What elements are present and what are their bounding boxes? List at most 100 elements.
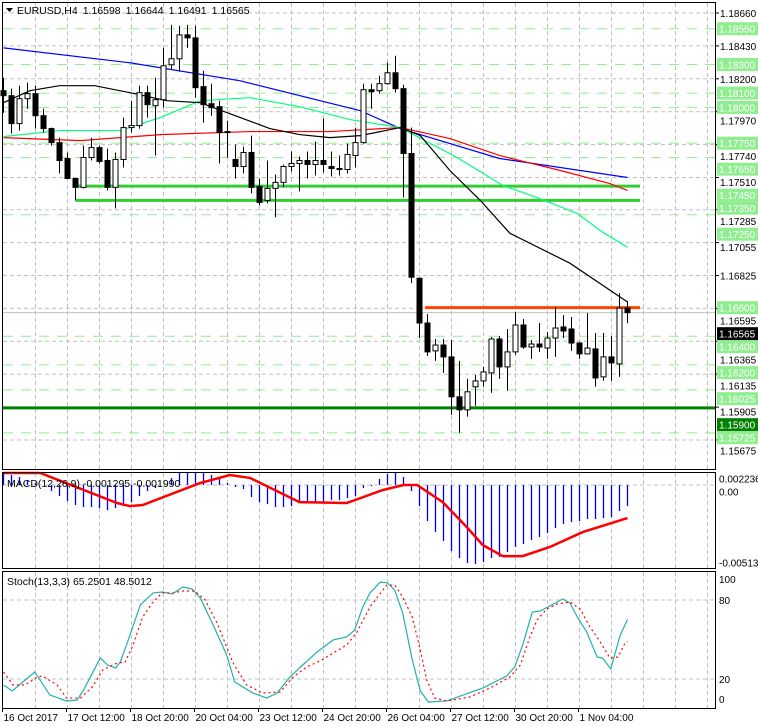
- candle: [472, 374, 479, 406]
- candles: [0, 24, 631, 433]
- candle: [200, 70, 207, 123]
- candle-body-bullish: [464, 391, 471, 411]
- candle: [144, 85, 151, 118]
- candle-body-bearish: [232, 158, 239, 167]
- panel-frames: [2, 2, 716, 709]
- candle: [232, 144, 239, 179]
- candle: [592, 332, 599, 387]
- candle: [184, 24, 191, 48]
- price-tick-label: 1.15905: [720, 408, 757, 419]
- candle-body-bearish: [520, 324, 527, 348]
- candle: [256, 178, 263, 206]
- candle-body-bearish: [400, 88, 407, 154]
- candle-body-bullish: [288, 162, 295, 167]
- time-tick-label: 30 Oct 20:00: [516, 713, 574, 724]
- level-price-tag: 1.17250: [719, 230, 756, 241]
- candle-body-bearish: [200, 86, 207, 106]
- candle: [320, 118, 327, 173]
- candle-body-bullish: [24, 93, 31, 100]
- stoch-title: Stoch(13,3,3) 65.2501 48.5012: [7, 576, 152, 588]
- level-price-tag-bg: [717, 162, 758, 176]
- stoch-axis-label: 0: [719, 695, 725, 706]
- stochastic-panel: [3, 581, 715, 703]
- candle: [568, 316, 575, 351]
- time-tick-label: 26 Oct 04:00: [388, 713, 446, 724]
- candle: [496, 336, 503, 379]
- stoch-axis-label: 100: [719, 575, 736, 586]
- candle-body-bearish: [184, 34, 191, 39]
- candle: [432, 339, 439, 361]
- macd-axis-label: 0.002236: [719, 475, 758, 486]
- candle: [464, 378, 471, 417]
- candle: [520, 318, 527, 349]
- level-price-tag-bg: [717, 86, 758, 100]
- candle: [608, 336, 615, 381]
- stoch-signal-line: [3, 584, 628, 702]
- candle: [576, 342, 583, 359]
- candle: [40, 108, 47, 133]
- candle: [336, 155, 343, 176]
- level-price-tag: 1.16200: [719, 369, 756, 380]
- candle-body-bullish: [352, 142, 359, 156]
- candle-body-bearish: [368, 89, 375, 93]
- candle: [120, 117, 127, 168]
- candle-body-bearish: [592, 348, 599, 379]
- candle: [48, 127, 55, 146]
- candle-body-bearish: [56, 142, 63, 161]
- candle-body-bullish: [552, 327, 559, 339]
- candle-body-bullish: [584, 347, 591, 355]
- candle-body-bearish: [0, 90, 7, 97]
- main-panel-frame: [2, 2, 716, 470]
- level-price-tag-bg: [717, 201, 758, 215]
- time-tick-label: 16 Oct 2017: [4, 713, 59, 724]
- candle: [96, 145, 103, 164]
- candle-body-bearish: [192, 37, 199, 89]
- level-price-tag-bg: [717, 22, 758, 36]
- stoch-main-line: [3, 581, 629, 703]
- price-tick-label: 1.15675: [720, 447, 757, 458]
- candle-body-bearish: [72, 178, 79, 188]
- candle: [272, 174, 279, 218]
- price-tick-label: 1.17055: [720, 243, 757, 254]
- price-tick-label: 1.16595: [720, 317, 757, 328]
- candle: [64, 152, 71, 180]
- candle: [0, 77, 7, 113]
- candle-body-bearish: [408, 152, 415, 278]
- time-tick-label: 24 Oct 20:00: [324, 713, 382, 724]
- macd-title: MACD(12,26,9) -0.001295 -0.001990: [7, 478, 181, 490]
- level-price-tag: 1.18000: [719, 103, 756, 114]
- candle: [176, 25, 183, 72]
- candle-body-bearish: [328, 165, 335, 169]
- candle: [384, 62, 391, 85]
- level-price-tag: 1.16400: [719, 343, 756, 354]
- candle: [448, 340, 455, 415]
- candle: [56, 137, 63, 174]
- candle: [192, 25, 199, 98]
- triangle-down-icon[interactable]: [6, 8, 13, 12]
- level-price-tag: 1.15725: [719, 434, 756, 445]
- time-tick-label: 20 Oct 04:00: [196, 713, 254, 724]
- candle: [400, 84, 407, 198]
- candle-body-bullish: [264, 187, 271, 201]
- candle: [624, 301, 631, 324]
- time-tick-label: 27 Oct 12:00: [452, 713, 510, 724]
- macd-signal-line: [3, 471, 628, 558]
- open-price: 1.16598: [83, 5, 121, 17]
- price-tick-label: 1.17285: [720, 217, 757, 228]
- time-tick-label: 18 Oct 20:00: [132, 713, 190, 724]
- candle-body-bearish: [208, 103, 215, 109]
- level-price-tag: 1.17650: [719, 165, 756, 176]
- candle-body-bearish: [624, 307, 631, 314]
- candle-body-bearish: [560, 326, 567, 332]
- candle: [528, 340, 535, 359]
- candle: [440, 339, 447, 373]
- candle-body-bullish: [384, 72, 391, 85]
- grid: [3, 3, 715, 708]
- candle-body-bearish: [392, 72, 399, 90]
- candle-body-bullish: [296, 159, 303, 164]
- candle-body-bullish: [80, 156, 87, 188]
- price-tick-label: 1.18200: [720, 75, 757, 86]
- level-price-tag: 1.18300: [719, 60, 756, 71]
- candle: [488, 337, 495, 393]
